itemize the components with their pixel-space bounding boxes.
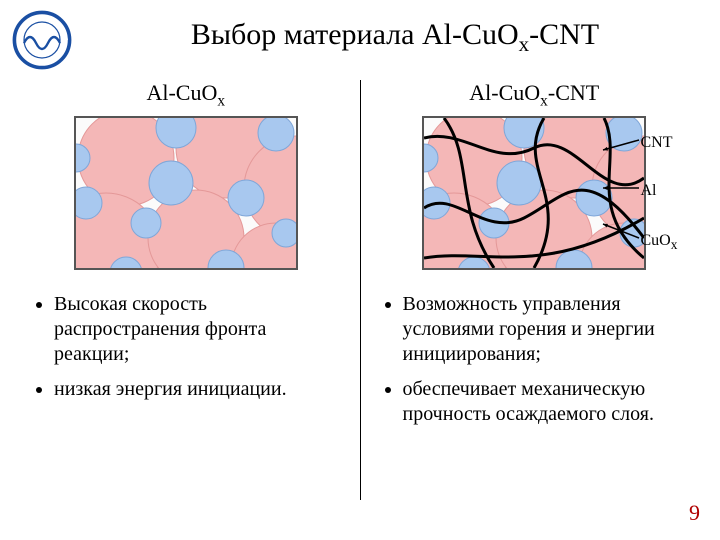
column-right: Al-CuOx-CNT CNT Al CuOx Возможность упра… (361, 80, 691, 500)
right-bullets: Возможность управления условиями горения… (403, 292, 691, 437)
label-arrow (603, 224, 639, 238)
page-number: 9 (689, 500, 700, 526)
left-diagram-wrap (30, 116, 342, 270)
column-left: Al-CuOx Высокая скорость распространения… (30, 80, 360, 500)
al-particle (149, 161, 193, 205)
right-diagram-wrap: CNT Al CuOx (379, 116, 691, 270)
al-particle (228, 180, 264, 216)
slide: Выбор материала Al-CuOx-CNT Al-CuOx Высо… (0, 0, 720, 540)
bullet-item: Возможность управления условиями горения… (403, 292, 691, 367)
al-particle (74, 187, 102, 219)
right-heading: Al-CuOx-CNT (379, 80, 691, 110)
left-heading: Al-CuOx (30, 80, 342, 110)
columns: Al-CuOx Высокая скорость распространения… (30, 80, 690, 500)
label-arrowhead (603, 147, 608, 151)
label-cnt: CNT (641, 134, 673, 152)
al-particle (258, 116, 294, 151)
al-particle (497, 161, 541, 205)
institute-logo (12, 10, 72, 70)
bullet-item: низкая энергия инициации. (54, 377, 342, 402)
bullet-item: обеспечивает механическую прочность осаж… (403, 377, 691, 427)
label-cuox: CuOx (641, 232, 678, 253)
bullet-item: Высокая скорость распространения фронта … (54, 292, 342, 367)
label-arrow (603, 140, 639, 150)
diagram-al-cuox (74, 116, 298, 270)
al-particle (131, 208, 161, 238)
left-bullets: Высокая скорость распространения фронта … (54, 292, 342, 412)
label-al: Al (641, 182, 657, 200)
al-particle (272, 219, 298, 247)
slide-title: Выбор материала Al-CuOx-CNT (100, 18, 690, 57)
label-arrowhead (603, 224, 608, 228)
label-arrowhead (603, 186, 608, 190)
